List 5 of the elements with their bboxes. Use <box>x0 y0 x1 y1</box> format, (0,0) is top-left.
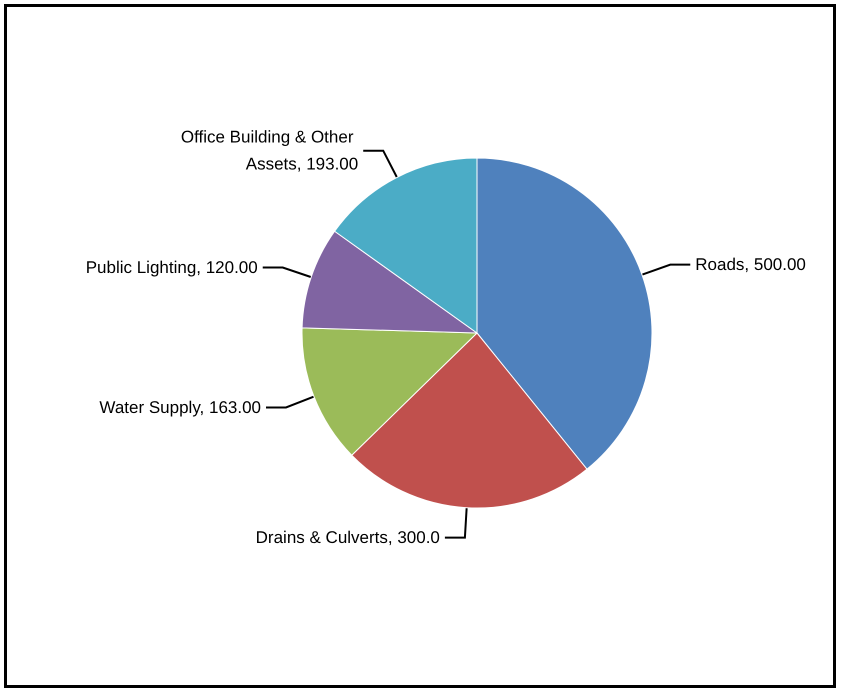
slice-label: Roads, 500.00 <box>695 255 806 274</box>
slice-label: Water Supply, 163.00 <box>99 398 262 417</box>
slice-label: Public Lighting, 120.00 <box>86 258 258 278</box>
slice-label: Drains & Culverts, 300.0 <box>256 528 440 548</box>
slice-label: Office Building & Other Assets, 193.00 <box>180 128 358 174</box>
